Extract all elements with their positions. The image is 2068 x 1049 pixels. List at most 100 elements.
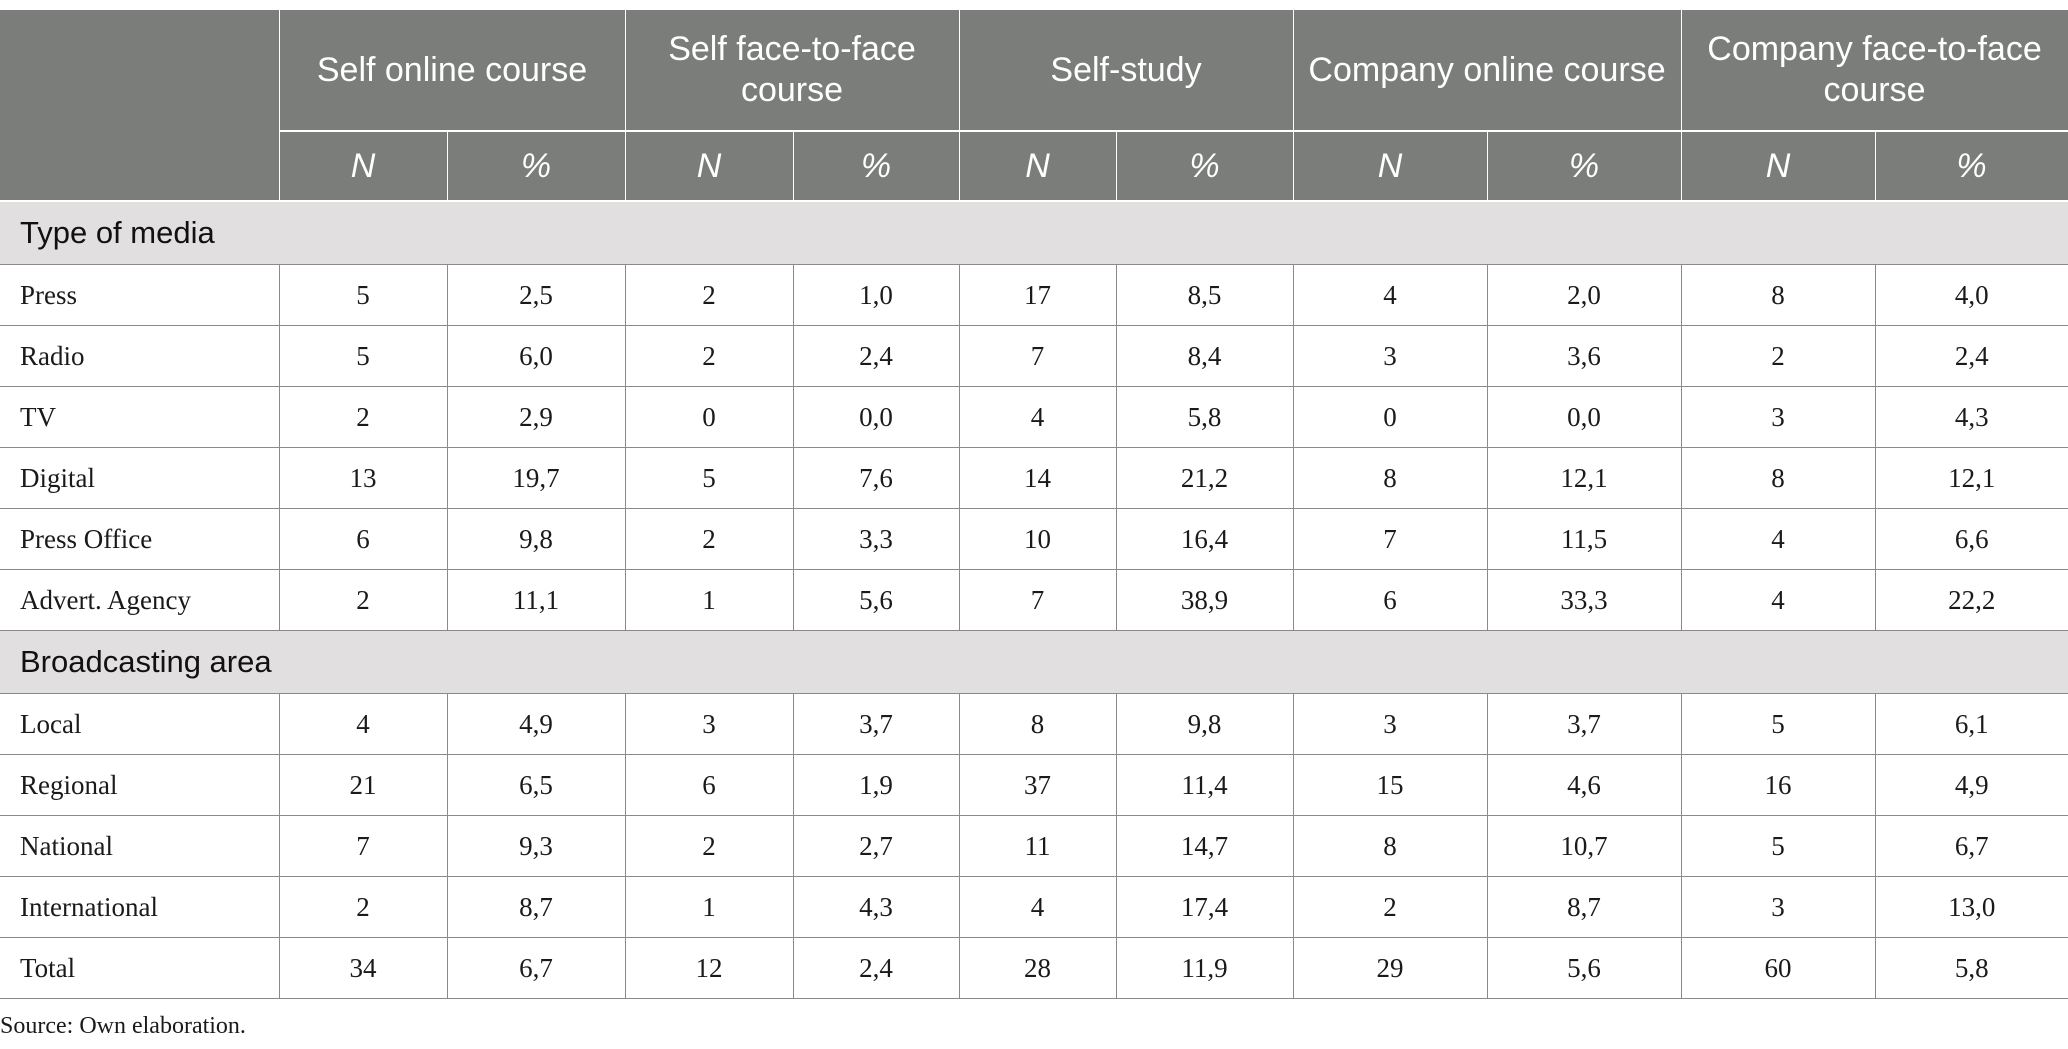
cell-percent: 8,7 [446, 876, 626, 938]
cell-percent: 9,8 [1115, 693, 1294, 755]
group-header-row: Self online course Self face-to-face cou… [0, 9, 2068, 202]
table-row: Total 34 6,7 12 2,4 28 11,9 29 5,6 60 5,8 [0, 937, 2068, 999]
cell-n: 37 [958, 754, 1117, 816]
cell-percent: 4,6 [1486, 754, 1682, 816]
cell-n: 17 [958, 264, 1117, 326]
cell-n: 6 [1292, 569, 1488, 631]
cell-percent: 2,0 [1486, 264, 1682, 326]
cell-percent: 6,7 [1874, 815, 2068, 877]
cell-n: 4 [958, 876, 1117, 938]
table-row: Local 4 4,9 3 3,7 8 9,8 3 3,7 5 6,1 [0, 693, 2068, 755]
section-title: Broadcasting area [0, 630, 2068, 694]
cell-percent: 4,3 [1874, 386, 2068, 448]
cell-n: 3 [1680, 876, 1876, 938]
cell-n: 2 [624, 264, 794, 326]
cell-percent: 5,8 [1115, 386, 1294, 448]
cell-n: 5 [1680, 693, 1876, 755]
cell-percent: 0,0 [1486, 386, 1682, 448]
cell-percent: 4,3 [792, 876, 960, 938]
row-label: International [0, 876, 280, 938]
cell-percent: 13,0 [1874, 876, 2068, 938]
corner-header [0, 9, 280, 202]
subheader-n: N [1292, 130, 1488, 202]
cell-percent: 3,7 [792, 693, 960, 755]
row-label: National [0, 815, 280, 877]
cell-percent: 3,3 [792, 508, 960, 570]
cell-n: 3 [1292, 325, 1488, 387]
cell-n: 2 [278, 386, 448, 448]
cell-n: 15 [1292, 754, 1488, 816]
cell-n: 5 [278, 325, 448, 387]
cell-percent: 2,4 [792, 325, 960, 387]
cell-n: 3 [624, 693, 794, 755]
cell-n: 2 [624, 508, 794, 570]
table-row: International 2 8,7 1 4,3 4 17,4 2 8,7 3 13,0 [0, 876, 2068, 938]
cell-percent: 5,6 [1486, 937, 1682, 999]
table-container: Self online course Self face-to-face cou… [0, 9, 2068, 1039]
cell-n: 10 [958, 508, 1117, 570]
section-row: Broadcasting area [0, 630, 2068, 694]
cell-n: 7 [958, 325, 1117, 387]
subheader-row: N % N % N % N % N % [0, 130, 2068, 202]
cell-percent: 2,4 [792, 937, 960, 999]
row-label: Press Office [0, 508, 280, 570]
table-row: TV 2 2,9 0 0,0 4 5,8 0 0,0 3 4,3 [0, 386, 2068, 448]
table-row: Advert. Agency 2 11,1 1 5,6 7 38,9 6 33,3 4 22,2 [0, 569, 2068, 631]
source-note: Source: Own elaboration. [0, 1013, 246, 1039]
subheader-n: N [624, 130, 794, 202]
cell-n: 4 [1292, 264, 1488, 326]
row-label: TV [0, 386, 280, 448]
cell-percent: 8,7 [1486, 876, 1682, 938]
cell-n: 1 [624, 569, 794, 631]
group-header: Self-study [958, 9, 1294, 132]
cell-n: 12 [624, 937, 794, 999]
cell-n: 2 [624, 815, 794, 877]
cell-percent: 6,0 [446, 325, 626, 387]
cell-percent: 21,2 [1115, 447, 1294, 509]
cell-n: 16 [1680, 754, 1876, 816]
table-row: Press Office 6 9,8 2 3,3 10 16,4 7 11,5 4 6,6 [0, 508, 2068, 570]
subheader-percent: % [1115, 130, 1294, 202]
subheader-n: N [958, 130, 1117, 202]
section-row: Type of media [0, 200, 2068, 265]
cell-n: 13 [278, 447, 448, 509]
cell-n: 8 [1292, 447, 1488, 509]
cell-n: 0 [1292, 386, 1488, 448]
cell-percent: 1,9 [792, 754, 960, 816]
row-label: Press [0, 264, 280, 326]
subheader-n: N [278, 130, 448, 202]
cell-n: 5 [278, 264, 448, 326]
cell-percent: 6,6 [1874, 508, 2068, 570]
cell-percent: 16,4 [1115, 508, 1294, 570]
cell-n: 11 [958, 815, 1117, 877]
table-row: Press 5 2,5 2 1,0 17 8,5 4 2,0 8 4,0 [0, 264, 2068, 326]
cell-percent: 10,7 [1486, 815, 1682, 877]
cell-n: 3 [1680, 386, 1876, 448]
cell-percent: 2,5 [446, 264, 626, 326]
group-header: Self face-to-face course [624, 9, 960, 132]
cell-percent: 6,5 [446, 754, 626, 816]
cell-percent: 4,9 [1874, 754, 2068, 816]
row-label: Advert. Agency [0, 569, 280, 631]
section-title: Type of media [0, 200, 2068, 265]
cell-percent: 2,4 [1874, 325, 2068, 387]
cell-percent: 3,7 [1486, 693, 1682, 755]
cell-percent: 4,0 [1874, 264, 2068, 326]
cell-percent: 12,1 [1486, 447, 1682, 509]
cell-percent: 6,1 [1874, 693, 2068, 755]
cell-percent: 7,6 [792, 447, 960, 509]
cell-percent: 5,8 [1874, 937, 2068, 999]
cell-n: 4 [1680, 569, 1876, 631]
cell-n: 5 [1680, 815, 1876, 877]
cell-percent: 38,9 [1115, 569, 1294, 631]
cell-n: 8 [1292, 815, 1488, 877]
cell-n: 2 [278, 876, 448, 938]
cell-percent: 4,9 [446, 693, 626, 755]
cell-percent: 17,4 [1115, 876, 1294, 938]
cell-n: 0 [624, 386, 794, 448]
cell-n: 3 [1292, 693, 1488, 755]
cell-percent: 12,1 [1874, 447, 2068, 509]
cell-n: 7 [1292, 508, 1488, 570]
row-label: Local [0, 693, 280, 755]
cell-n: 7 [278, 815, 448, 877]
